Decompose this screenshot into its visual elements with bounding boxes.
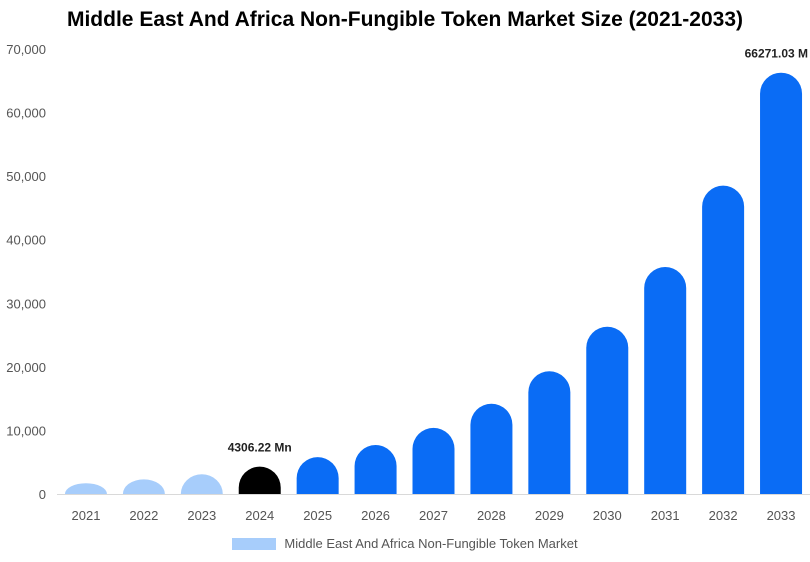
x-tick-label: 2026 — [361, 508, 390, 523]
bar-2030 — [586, 326, 629, 494]
x-tick-label: 2027 — [419, 508, 448, 523]
bar-2026 — [354, 445, 397, 494]
y-tick-label: 60,000 — [6, 106, 46, 121]
bar-2025 — [296, 457, 339, 494]
x-tick-label: 2022 — [129, 508, 158, 523]
legend-label: Middle East And Africa Non-Fungible Toke… — [284, 536, 578, 551]
bar-2029 — [528, 371, 571, 494]
bar-2024 — [238, 466, 281, 494]
x-tick-label: 2033 — [767, 508, 796, 523]
x-tick-label: 2029 — [535, 508, 564, 523]
x-tick-label: 2024 — [245, 508, 274, 523]
y-tick-label: 40,000 — [6, 233, 46, 248]
x-tick-label: 2032 — [709, 508, 738, 523]
bar-2032 — [702, 185, 745, 494]
bar-2022 — [122, 479, 165, 494]
x-tick-label: 2023 — [187, 508, 216, 523]
data-labels: 4306.22 Mn 66271.03 M — [228, 47, 808, 455]
data-label: 4306.22 Mn — [228, 441, 292, 455]
y-tick-label: 50,000 — [6, 169, 46, 184]
bar-2023 — [180, 474, 223, 494]
x-tick-label: 2030 — [593, 508, 622, 523]
y-tick-label: 0 — [39, 487, 46, 502]
y-tick-label: 10,000 — [6, 423, 46, 438]
y-axis: 0 10,000 20,000 30,000 40,000 50,000 60,000 70,… — [6, 42, 46, 502]
legend: Middle East And Africa Non-Fungible Toke… — [0, 536, 810, 551]
y-tick-label: 20,000 — [6, 360, 46, 375]
x-tick-label: 2025 — [303, 508, 332, 523]
bars — [64, 72, 803, 495]
bar-2027 — [412, 427, 455, 494]
bar-2028 — [470, 403, 513, 494]
bar-2033 — [760, 72, 803, 495]
y-tick-label: 70,000 — [6, 42, 46, 57]
bar-2031 — [644, 267, 687, 494]
x-tick-label: 2021 — [72, 508, 101, 523]
y-tick-label: 30,000 — [6, 296, 46, 311]
chart-title: Middle East And Africa Non-Fungible Toke… — [66, 8, 744, 31]
x-tick-label: 2028 — [477, 508, 506, 523]
data-label: 66271.03 M — [745, 47, 808, 61]
x-tick-label: 2031 — [651, 508, 680, 523]
x-axis: 2021 2022 2023 2024 2025 2026 2027 2028 2029 2030… — [57, 494, 810, 523]
legend-swatch — [232, 537, 277, 550]
bar-2021 — [64, 483, 107, 494]
